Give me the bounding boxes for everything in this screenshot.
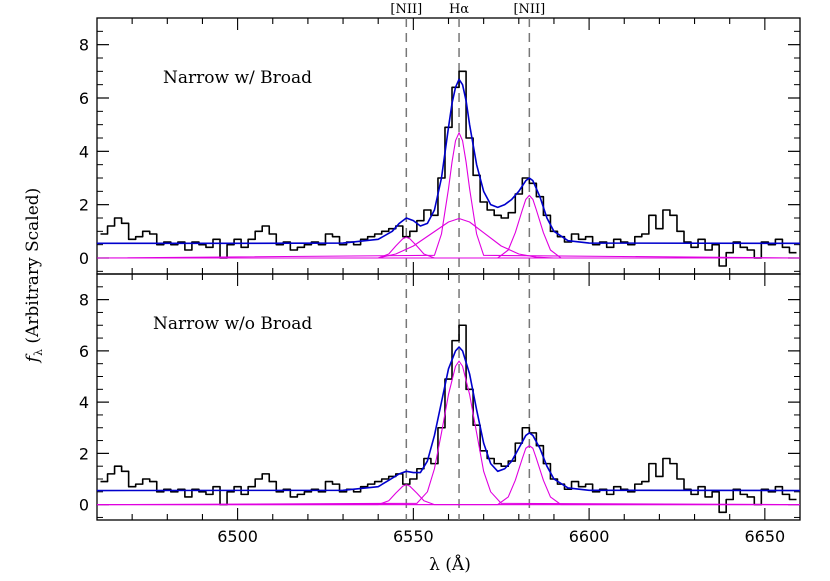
y-axis-label-rest: (Arbitrary Scaled) [23,188,43,349]
x-axis-label: λ (Å) [429,554,471,575]
x-tick-label-1: 6550 [393,527,434,546]
top-y-tick-label-0: 0 [79,249,89,268]
bottom-y-tick-label-0: 0 [79,496,89,515]
y-axis-label: fλ (Arbitrary Scaled) [23,188,45,365]
top-y-tick-label-2: 4 [79,142,89,161]
y-axis-label-sub: λ [32,349,45,356]
top-series-component-4 [97,217,800,259]
bottom-y-tick-label-3: 6 [79,342,89,361]
bottom-series-total-fit-1 [97,346,800,492]
bottom-y-tick-label-4: 8 [79,291,89,310]
top-y-tick-label-1: 2 [79,196,89,215]
bottom-ticks: 0 2 4 6 8 6500 6550 6600 6650 [79,273,800,546]
panel-bottom: 0 2 4 6 8 6500 6550 6600 6650 Narrow w/o Broad [79,273,801,546]
top-series-component-3 [97,132,800,259]
bottom-panel-title: Narrow w/o Broad [153,314,312,334]
top-panel-title: Narrow w/ Broad [163,68,312,88]
bottom-series [97,324,800,514]
top-ticks: 0 2 4 6 8 [79,17,800,274]
panel-top: [NII] Hα [NII] 0 2 4 6 8 Narrow w/ Broad [79,2,801,275]
bottom-series-component-3 [97,360,800,506]
reference-label-2: [NII] [513,2,545,17]
x-tick-label-2: 6600 [569,527,610,546]
bottom-y-tick-label-2: 4 [79,393,89,412]
x-tick-label-3: 6650 [744,527,785,546]
top-reference-lines [405,18,531,274]
bottom-series-component-4 [97,445,800,506]
bottom-series-observed-spectrum-0 [100,324,797,514]
top-y-tick-label-3: 6 [79,89,89,108]
bottom-series-component-2 [97,484,800,506]
reference-label-0: [NII] [390,2,422,17]
top-series-total-fit-1 [97,78,800,245]
top-series-observed-spectrum-0 [100,70,797,267]
reference-label-1: Hα [449,2,469,17]
bottom-reference-lines [405,274,531,520]
top-reference-labels: [NII] Hα [NII] [390,2,545,17]
top-panel-frame [96,17,801,275]
y-axis-label-main: f [23,353,43,364]
top-series-component-5 [97,194,800,259]
x-tick-label-0: 6500 [217,527,258,546]
bottom-y-tick-label-1: 2 [79,444,89,463]
top-series [97,70,800,267]
top-y-tick-label-4: 8 [79,36,89,55]
